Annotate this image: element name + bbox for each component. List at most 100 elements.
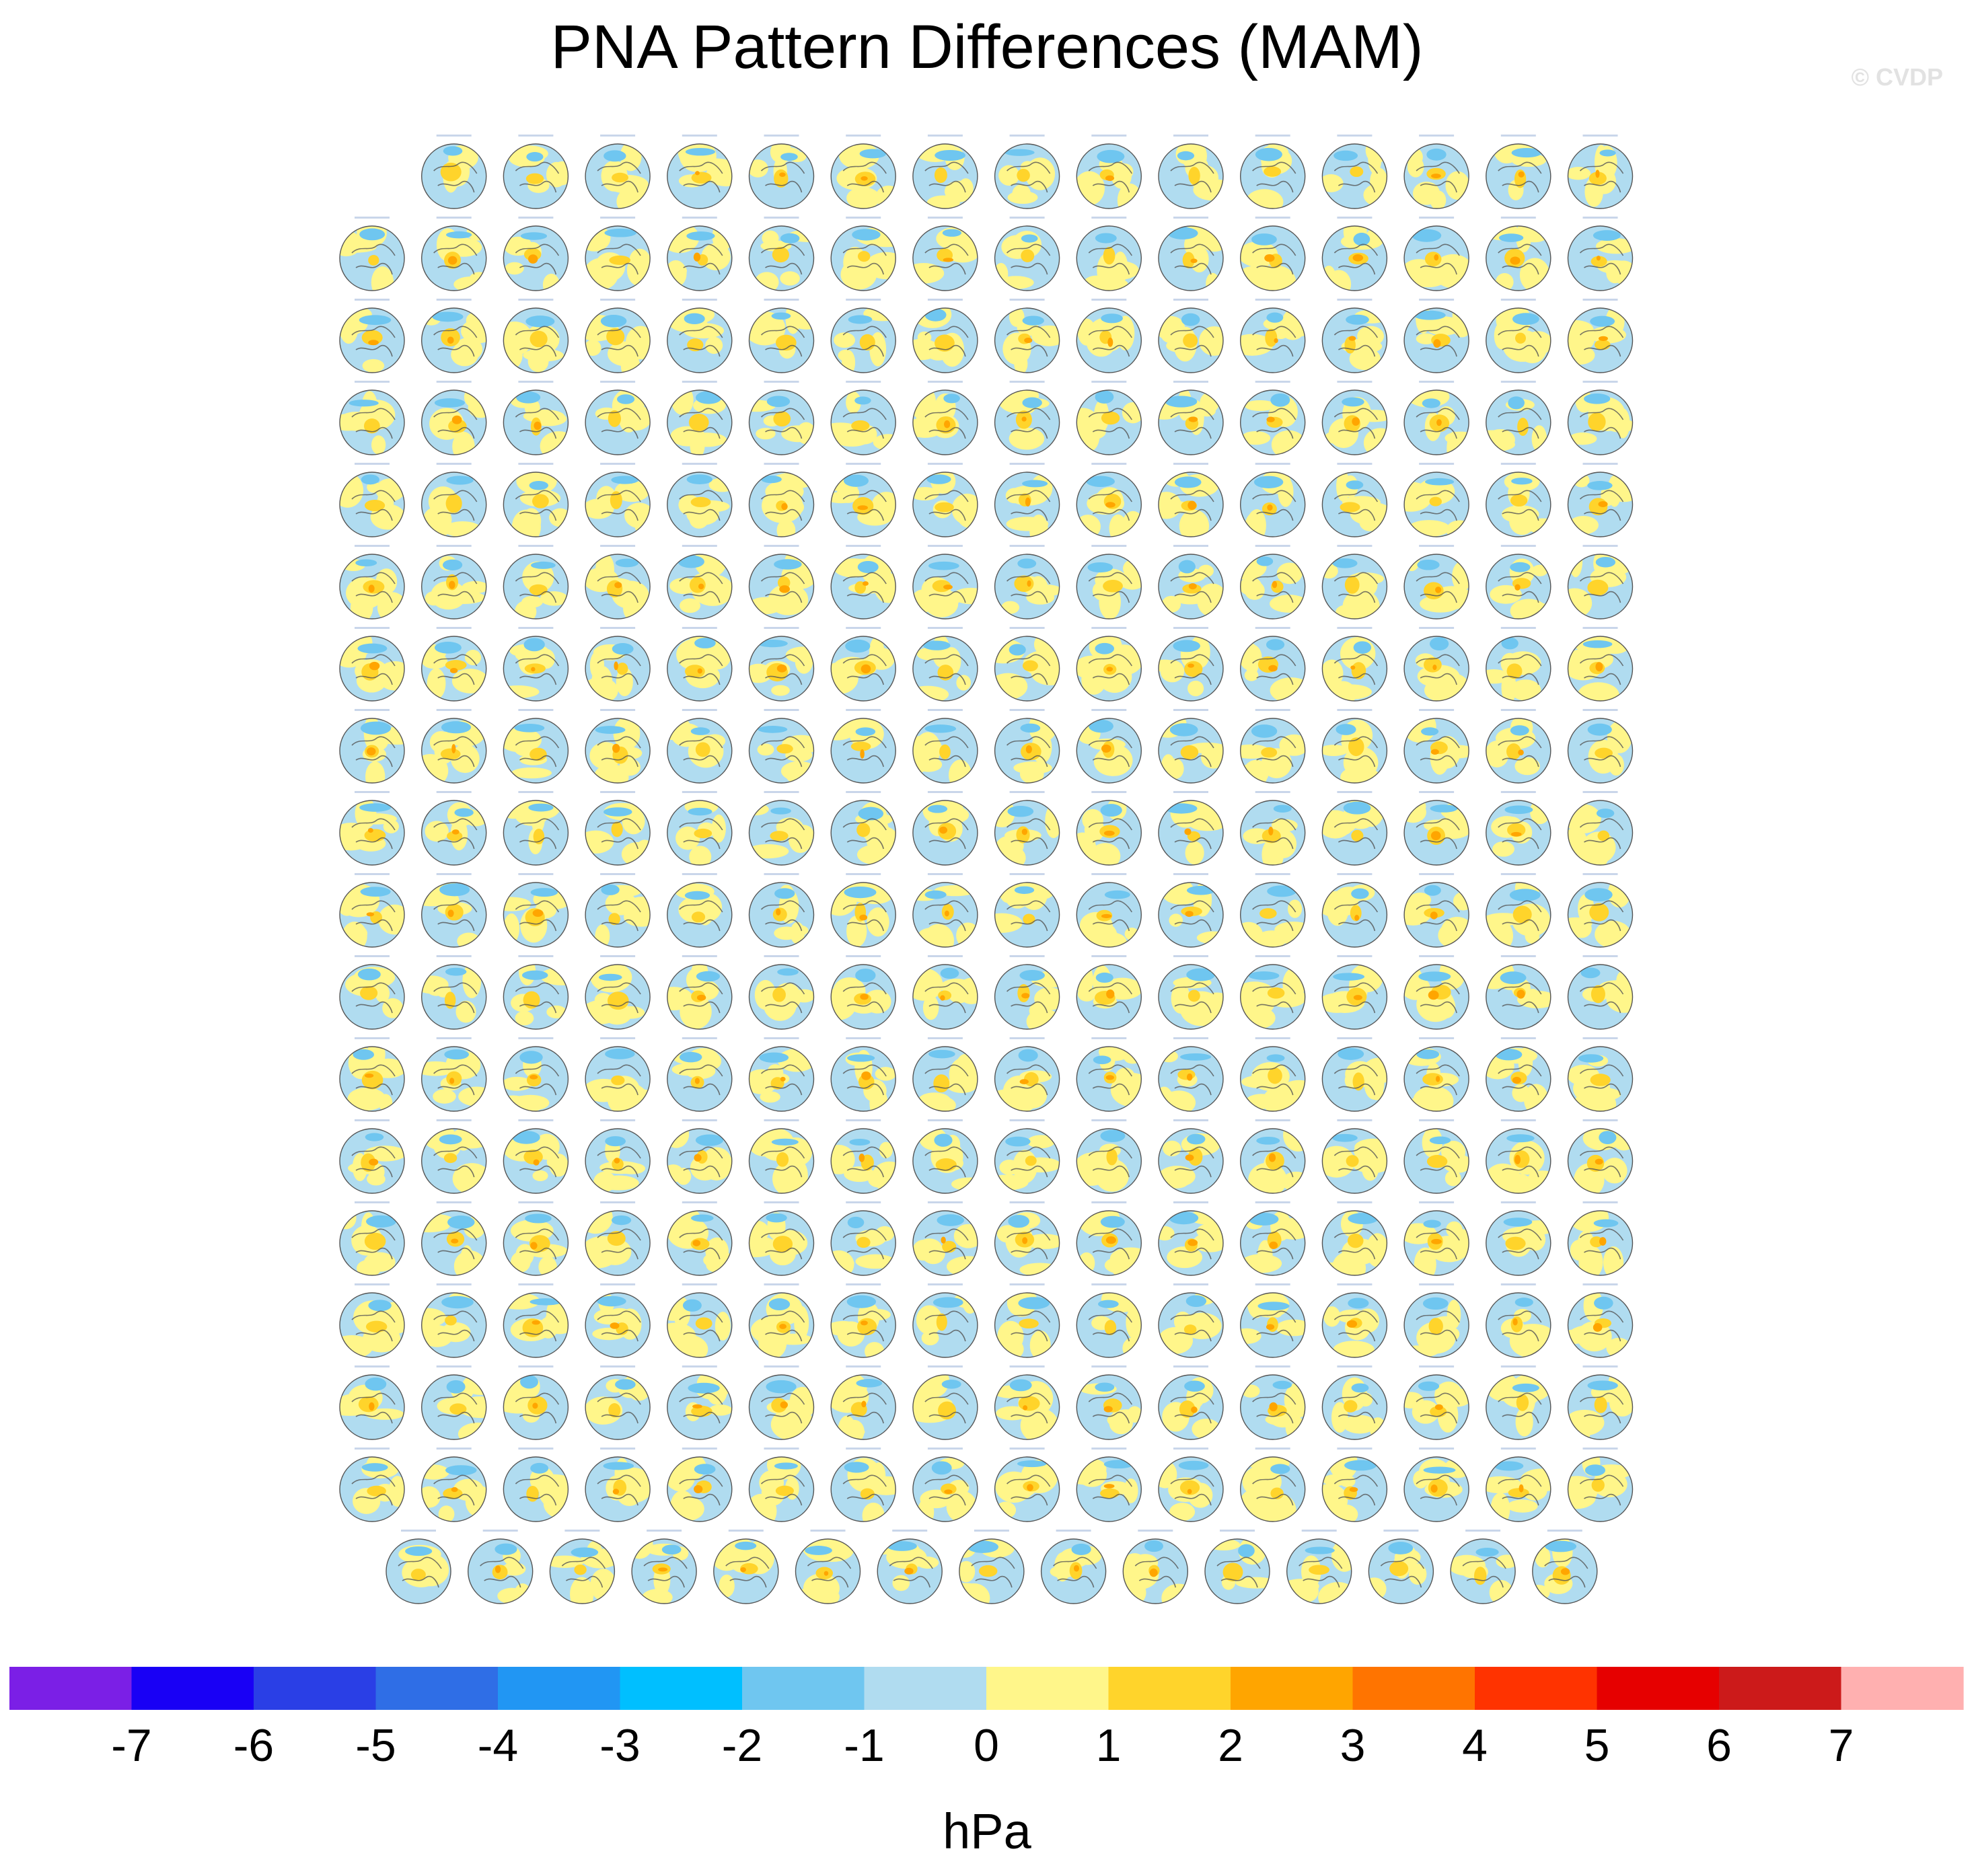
panel-header (1337, 627, 1373, 629)
map-panel (386, 1530, 451, 1604)
panel-header (927, 135, 963, 137)
panel-header (682, 463, 717, 465)
panel-header (764, 1037, 799, 1039)
panel-header (927, 955, 963, 957)
panel-header (846, 299, 881, 301)
map-panel (503, 627, 569, 702)
map-panel (912, 1119, 978, 1194)
map-panel (1076, 299, 1142, 373)
map-panel (1486, 1037, 1551, 1112)
panel-header (600, 955, 636, 957)
map-panel (1321, 217, 1388, 291)
panel-header (764, 1283, 799, 1285)
map-panel (912, 791, 978, 866)
map-panel (1486, 1283, 1551, 1358)
panel-header (436, 1283, 472, 1285)
map-panel (830, 135, 896, 209)
panel-header (927, 873, 963, 875)
panel-header (600, 381, 636, 383)
panel-header (1173, 1283, 1208, 1285)
map-panel (1239, 299, 1306, 373)
panel-header (355, 463, 390, 465)
map-panel (339, 545, 405, 620)
panel-header (1337, 381, 1373, 383)
panel-header (1255, 791, 1290, 793)
panel-header (927, 1037, 963, 1039)
panel-header (1091, 791, 1127, 793)
watermark: © CVDP (1851, 63, 1943, 91)
panel-header (764, 709, 799, 711)
map-panel (667, 627, 733, 702)
map-panel (667, 1201, 733, 1276)
map-panel (1403, 545, 1469, 620)
map-panel (1486, 873, 1551, 948)
map-panel (748, 955, 815, 1030)
colorbar-tick-label: -5 (355, 1720, 396, 1771)
panel-header (1091, 709, 1127, 711)
map-panel (1403, 135, 1469, 209)
map-panel (1403, 1201, 1469, 1276)
panel-header (1582, 873, 1618, 875)
panel-header (1255, 873, 1290, 875)
map-panel (1076, 463, 1142, 537)
panel-header (600, 1365, 636, 1367)
map-panel (1239, 791, 1306, 866)
panel-header (600, 627, 636, 629)
panel-header (1009, 873, 1045, 875)
map-panel (1403, 381, 1469, 455)
panel-header (846, 627, 881, 629)
map-panel (585, 873, 651, 948)
panel-header (1337, 1365, 1373, 1367)
panel-header (1500, 627, 1536, 629)
map-panel (339, 627, 405, 702)
map-panel (1567, 955, 1634, 1030)
map-panel (1403, 955, 1469, 1030)
map-panel (830, 299, 896, 373)
map-panel (585, 1037, 651, 1112)
map-panel (1403, 627, 1469, 702)
map-panel (585, 709, 651, 784)
panel-header (682, 1119, 717, 1121)
panel-header (1582, 1365, 1618, 1367)
map-panel (339, 1365, 405, 1440)
map-panel (1486, 627, 1551, 702)
map-panel (1486, 381, 1551, 455)
map-panel (667, 381, 733, 455)
map-panel (1158, 1037, 1224, 1112)
panel-header (355, 791, 390, 793)
colorbar-tick-label: -3 (599, 1720, 640, 1771)
panel-header (600, 217, 636, 219)
colorbar-tick-label: 2 (1218, 1720, 1243, 1771)
panel-header (1091, 217, 1127, 219)
map-panel (748, 873, 815, 948)
panel-header (1582, 381, 1618, 383)
panel-header (518, 627, 554, 629)
map-panel (1403, 299, 1469, 373)
panel-header (1337, 873, 1373, 875)
map-panel (1321, 1283, 1388, 1358)
panel-header (482, 1530, 518, 1532)
map-panel (748, 1283, 815, 1358)
map-panel (1158, 627, 1224, 702)
map-panel (1567, 545, 1634, 620)
map-panel (1076, 1037, 1142, 1112)
map-panel (503, 299, 569, 373)
panel-header (1582, 1283, 1618, 1285)
map-panel (912, 1365, 978, 1440)
map-panel (468, 1530, 534, 1604)
panel-header (927, 545, 963, 547)
map-panel (1076, 627, 1142, 702)
map-panel (1076, 1283, 1142, 1358)
map-panel (503, 135, 569, 209)
panel-header (1255, 709, 1290, 711)
panel-header (518, 1283, 554, 1285)
map-panel (912, 463, 978, 537)
panel-header (1255, 955, 1290, 957)
map-panel (585, 381, 651, 455)
panel-header (927, 381, 963, 383)
panel-header (518, 217, 554, 219)
map-panel (1158, 709, 1224, 784)
map-panel (748, 627, 815, 702)
panel-header (1419, 217, 1455, 219)
panel-header (1465, 1530, 1501, 1532)
